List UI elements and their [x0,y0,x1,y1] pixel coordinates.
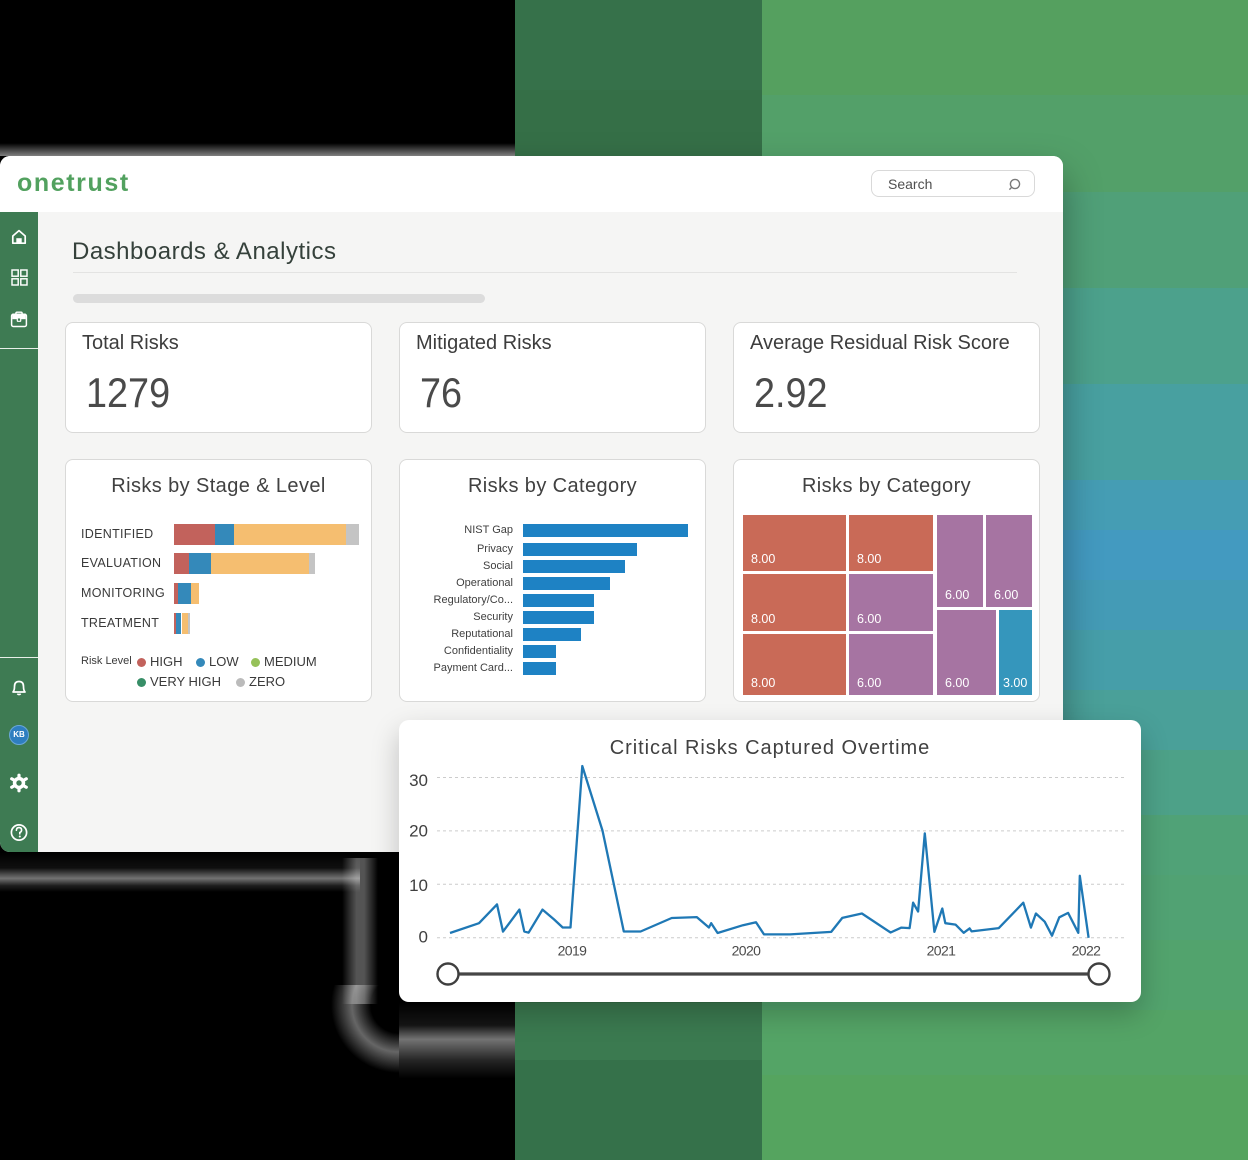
svg-text:20: 20 [409,822,428,841]
svg-text:0: 0 [419,927,428,946]
svg-text:2020: 2020 [732,943,762,959]
svg-text:2022: 2022 [1072,943,1102,959]
svg-text:10: 10 [409,876,428,895]
svg-text:30: 30 [409,771,428,790]
svg-text:2021: 2021 [927,943,957,959]
svg-text:2019: 2019 [558,943,588,959]
